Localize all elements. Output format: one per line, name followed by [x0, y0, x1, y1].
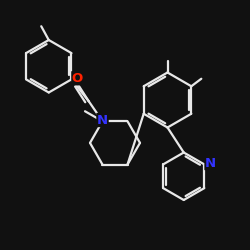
Text: N: N: [205, 156, 216, 170]
Text: N: N: [97, 114, 108, 126]
Text: O: O: [72, 72, 83, 85]
